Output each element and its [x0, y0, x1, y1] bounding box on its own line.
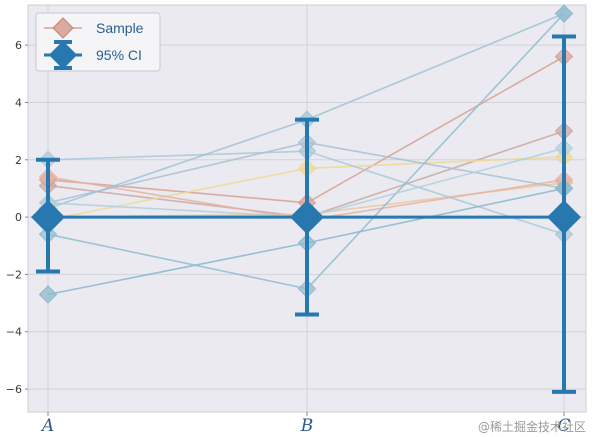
- ci-mean-marker-B: [290, 200, 324, 235]
- y-tick-label--6: −6: [6, 383, 22, 396]
- y-tick-label-0: 0: [15, 211, 22, 224]
- y-tick-label--4: −4: [6, 326, 22, 339]
- y-tick-label-6: 6: [15, 39, 22, 52]
- legend-sample-marker: [52, 17, 74, 39]
- ci-series: [31, 34, 581, 394]
- watermark: @稀土掘金技术社区: [478, 419, 586, 434]
- x-tick-label-B: B: [300, 416, 314, 436]
- legend: Sample 95% CI: [35, 12, 161, 72]
- ci-mean-marker-A: [31, 200, 65, 235]
- y-tick-label-2: 2: [15, 154, 22, 167]
- x-tick-label-A: A: [40, 416, 54, 436]
- y-tick-label-4: 4: [15, 96, 22, 109]
- x-tick-label-C: C: [557, 416, 570, 436]
- sample-point-9-A: [38, 285, 58, 304]
- sample-point-10-C: [554, 4, 574, 23]
- legend-ci-label: 95% CI: [96, 47, 142, 63]
- y-tick-label--2: −2: [6, 268, 22, 281]
- legend-ci-marker: [48, 40, 78, 70]
- y-tick-labels: −6 −4 −2 0 2 4 6: [6, 39, 22, 396]
- x-tick-labels: A B C: [40, 416, 571, 436]
- ci-mean-marker-C: [547, 200, 581, 235]
- legend-sample-label: Sample: [96, 20, 144, 36]
